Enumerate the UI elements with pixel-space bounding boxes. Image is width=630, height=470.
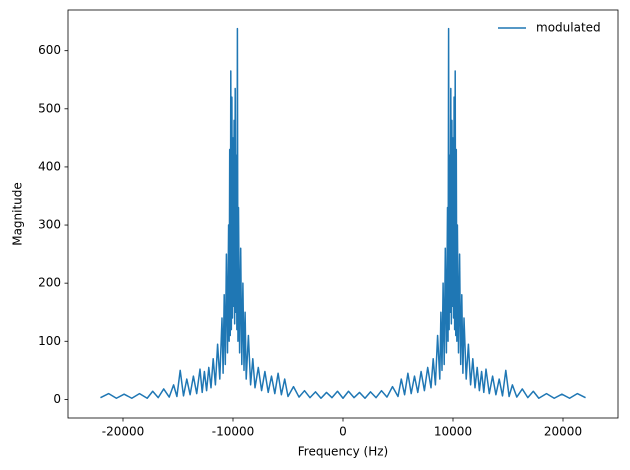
y-tick-label: 100 (38, 334, 61, 348)
x-tick-label: -20000 (102, 425, 145, 439)
legend-label: modulated (536, 21, 601, 35)
data-line (100, 27, 586, 399)
x-tick-label: 10000 (434, 425, 472, 439)
x-tick-label: 20000 (544, 425, 582, 439)
y-axis-label: Magnitude (11, 182, 25, 246)
y-tick-label: 400 (38, 159, 61, 173)
x-tick-label: -10000 (212, 425, 255, 439)
y-tick-label: 300 (38, 218, 61, 232)
x-tick-label: 0 (339, 425, 347, 439)
y-tick-label: 600 (38, 43, 61, 57)
y-tick-label: 0 (53, 392, 61, 406)
y-tick-label: 200 (38, 276, 61, 290)
y-tick-label: 500 (38, 101, 61, 115)
plot-frame (67, 9, 619, 419)
x-axis-label: Frequency (Hz) (298, 445, 389, 459)
